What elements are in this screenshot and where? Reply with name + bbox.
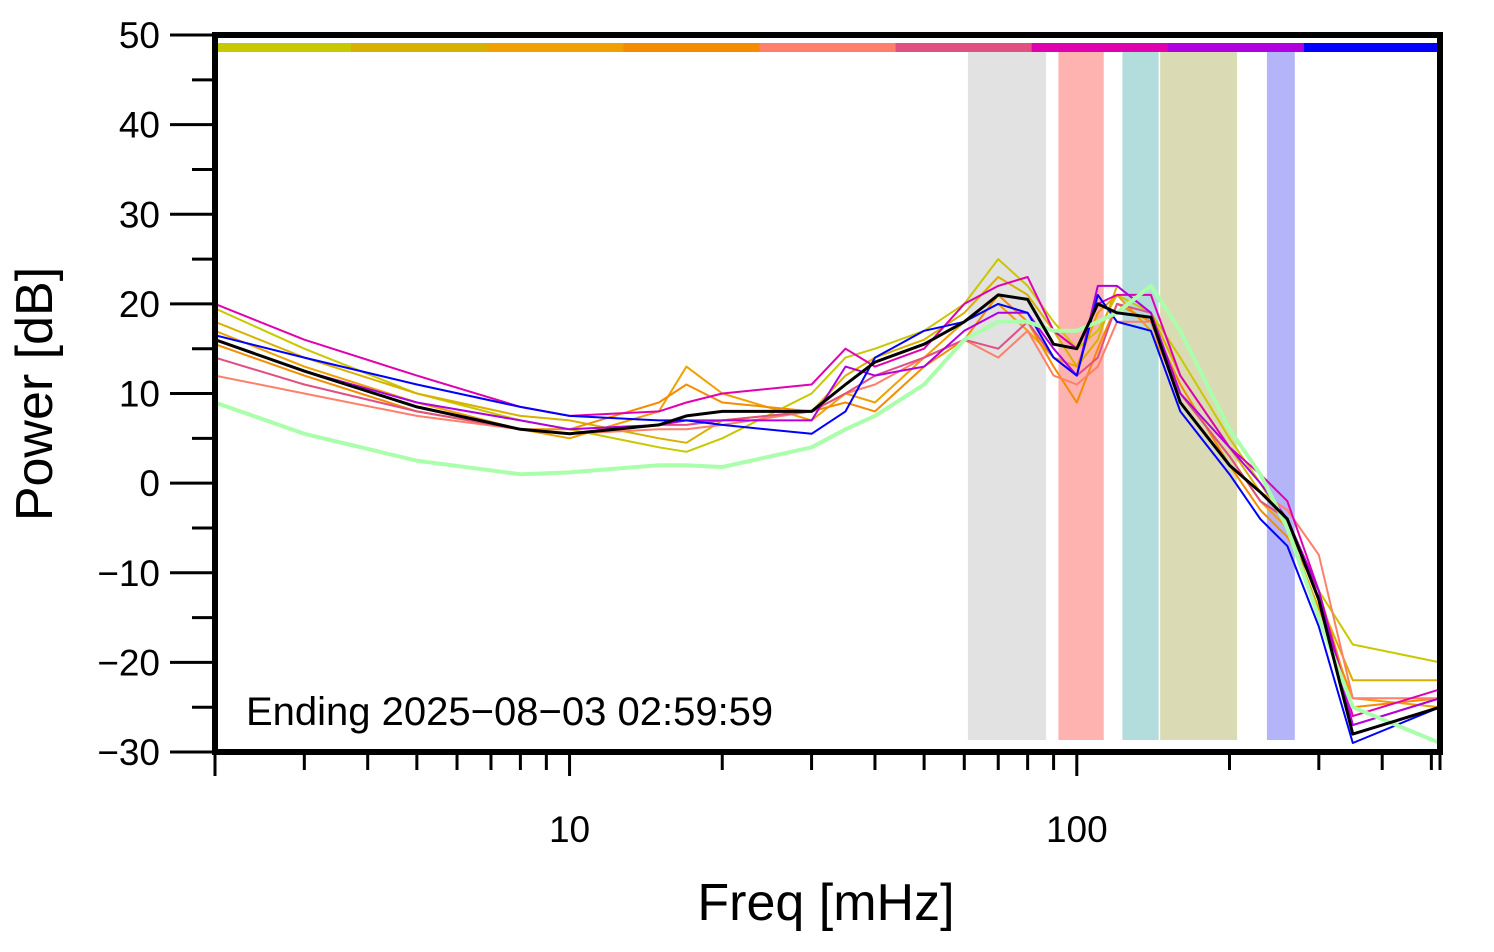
- annotation: Ending 2025−08−03 02:59:59: [246, 690, 773, 734]
- x-tick-label: 10: [549, 809, 590, 850]
- y-tick-label: 50: [119, 15, 160, 56]
- color-bar-segment: [1031, 43, 1169, 52]
- lines: [215, 258, 1440, 745]
- color-bar-segment: [759, 43, 897, 52]
- color-bar-segment: [623, 43, 760, 52]
- series-line: [215, 258, 1440, 664]
- y-tick-label: 0: [139, 463, 160, 504]
- band: [1058, 52, 1104, 740]
- y-tick-label: −10: [97, 553, 160, 594]
- series-line: [215, 276, 1440, 718]
- y-axis-label: Power [dB]: [6, 267, 64, 521]
- series-line: [215, 283, 1440, 745]
- series-line: [215, 293, 1440, 709]
- color-bar-segment: [895, 43, 1033, 52]
- y-tick-label: 10: [119, 374, 160, 415]
- band: [1122, 52, 1159, 740]
- color-bar-segment: [215, 43, 352, 52]
- series-line: [215, 284, 1440, 727]
- color-bar-segment: [351, 43, 488, 52]
- x-axis-label: Freq [mHz]: [697, 874, 954, 932]
- band: [967, 52, 1047, 740]
- series-line: [215, 293, 1440, 709]
- color-bar-segment: [487, 43, 624, 52]
- series-line: [215, 293, 1440, 736]
- color-bar-segment: [1303, 43, 1441, 52]
- series-line: [215, 293, 1440, 744]
- y-tick-label: −30: [97, 732, 160, 773]
- x-tick-label: 100: [1046, 809, 1108, 850]
- series-line: [215, 320, 1440, 700]
- y-tick-label: 20: [119, 284, 160, 325]
- y-tick-label: 40: [119, 105, 160, 146]
- color-bar-segment: [1167, 43, 1305, 52]
- series-line: [215, 276, 1440, 682]
- y-tick-label: 30: [119, 194, 160, 235]
- y-tick-label: −20: [97, 642, 160, 683]
- band: [1266, 52, 1295, 740]
- band: [1160, 52, 1238, 740]
